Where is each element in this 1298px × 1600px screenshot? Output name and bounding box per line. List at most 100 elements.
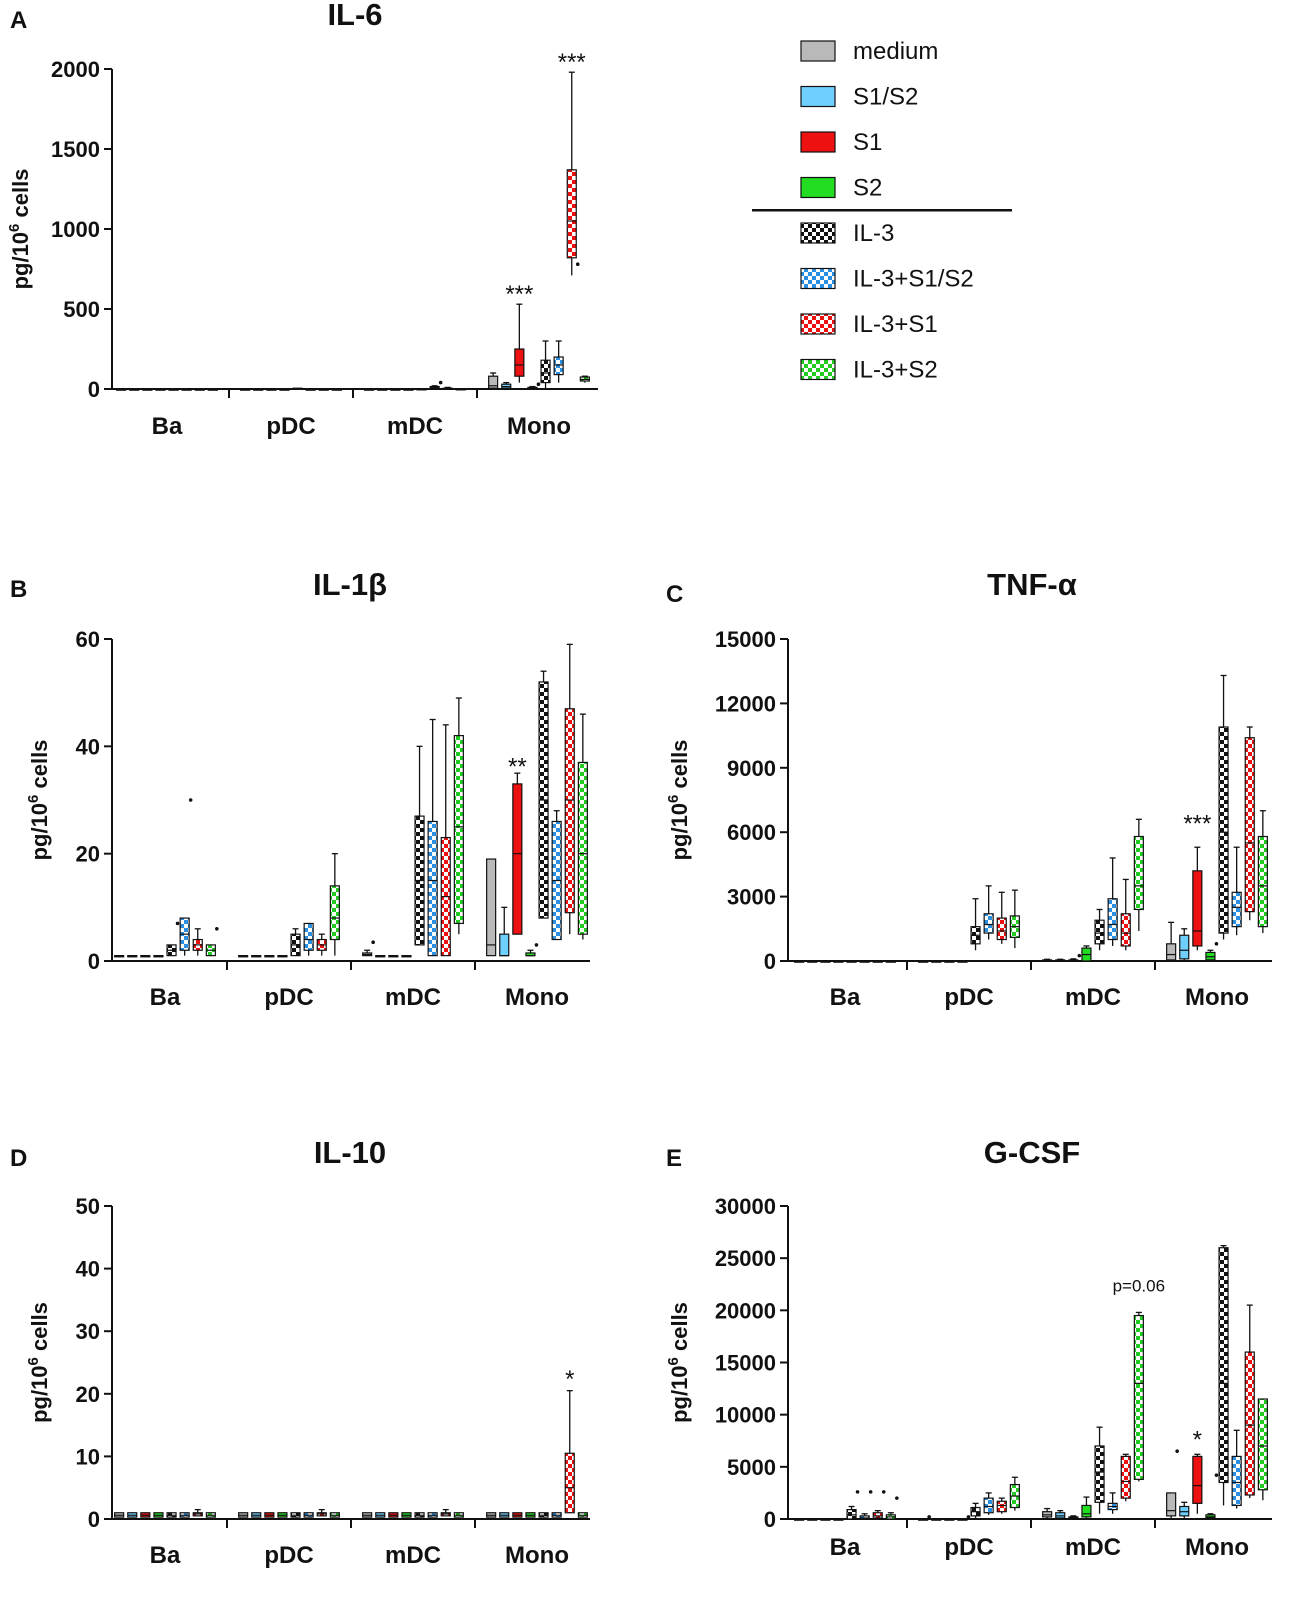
box-ba-il-3-plus-s1: [872, 1510, 883, 1519]
box-pdc-s1-s2: [251, 955, 262, 958]
y-tick-label: 0: [88, 377, 100, 402]
box-pdc-medium: [918, 1518, 929, 1521]
box-ba-medium: [116, 388, 127, 391]
box-ba-s1: [140, 1512, 151, 1518]
box-body: [1257, 1398, 1268, 1491]
y-tick-label: 0: [88, 949, 100, 974]
box-ba-il-3-plus-s1-s2: [181, 388, 192, 391]
y-tick-label: 10: [76, 1444, 100, 1469]
box-body: [996, 917, 1007, 941]
box-mono-il-3-plus-s2: [1257, 1398, 1268, 1501]
y-tick-label: 2000: [51, 57, 100, 82]
box-pdc-medium: [238, 1512, 249, 1518]
box-mono-il-3-plus-s1-s2: [1231, 846, 1242, 936]
outlier-point: [895, 1496, 899, 1500]
legend-swatch-il-3: [800, 222, 836, 244]
x-tick-label-mdc: mDC: [1065, 1534, 1121, 1561]
box-pdc-s1: [944, 1518, 955, 1521]
y-tick-label: 20: [76, 842, 100, 867]
box-mdc-medium: [362, 949, 373, 957]
box-pdc-s1-s2: [931, 1518, 942, 1521]
box-body: [1120, 913, 1131, 947]
y-axis-label: pg/106 cells: [25, 1302, 52, 1423]
box-pdc-s1-s2: [251, 1512, 262, 1518]
box-mdc-il-3: [414, 745, 425, 946]
box-mdc-il-3-plus-s1-s2: [427, 1512, 438, 1518]
box-pdc-s1: [264, 955, 275, 958]
legend-label-il-3: IL-3: [853, 220, 894, 247]
box-mono-il-3-plus-s1: [564, 1390, 575, 1514]
legend-item-s1: S1: [800, 129, 882, 156]
box-ba-il-3: [846, 960, 857, 963]
box-body: [540, 359, 551, 384]
y-tick-label: 500: [63, 297, 100, 322]
outlier-point: [927, 1515, 931, 1519]
box-mono-il-3-plus-s1-s2: [551, 1512, 562, 1518]
box-pdc-s2: [957, 960, 968, 963]
box-mono-s2: [527, 385, 538, 390]
box-pdc-il-3-plus-s1: [316, 933, 327, 956]
y-tick-label: 20: [76, 1382, 100, 1407]
outlier-point: [438, 380, 443, 385]
outlier-point: [215, 927, 219, 931]
box-ba-s1-s2: [129, 388, 140, 391]
box-ba-il-3-plus-s1-s2: [179, 917, 190, 956]
panel-il10: D IL-10 pg/106 cells 0 10 20 30 40 50 Ba pDC mDC Mon…: [10, 1135, 590, 1569]
box-ba-il-3-plus-s2: [885, 1512, 896, 1520]
box-body: [1120, 1455, 1131, 1499]
outlier-point: [855, 1490, 860, 1494]
legend-swatch-medium: [800, 40, 836, 62]
box-pdc-il-3: [292, 387, 303, 391]
box-mdc-il-3-plus-s1: [442, 386, 453, 391]
significance-annotation: ***: [1183, 810, 1211, 837]
box-mono-s1: [514, 303, 525, 383]
box-body: [453, 734, 464, 925]
chart-title: G-CSF: [984, 1135, 1080, 1170]
y-tick-label: 3000: [727, 885, 776, 910]
box-ba-il-3-plus-s1: [192, 1508, 203, 1517]
box-body: [553, 356, 564, 376]
box-pdc-il-3-plus-s1: [996, 891, 1007, 944]
box-body: [1166, 1492, 1177, 1517]
significance-annotation: **: [508, 753, 527, 780]
box-mdc-s1-s2: [377, 388, 388, 391]
legend-item-medium: medium: [800, 38, 938, 65]
box-body: [1231, 891, 1242, 928]
y-tick-label: 25000: [715, 1246, 776, 1271]
box-mono-il-3-plus-s1: [566, 71, 577, 276]
box-ba-il-3: [846, 1505, 857, 1520]
box-ba-il-3: [168, 388, 179, 391]
box-mdc-s1: [388, 955, 399, 958]
box-pdc-il-3-plus-s2: [1009, 1476, 1020, 1511]
box-pdc-il-3: [290, 1512, 301, 1518]
box-mono-s1: [512, 772, 523, 935]
box-ba-il-3: [166, 1512, 177, 1518]
box-body: [996, 1500, 1007, 1513]
outlier-point: [188, 798, 193, 802]
box-ba-medium: [114, 1512, 125, 1518]
x-tick-label-pdc: pDC: [944, 1534, 993, 1561]
box-body: [1107, 898, 1118, 941]
x-tick-label-mono: Mono: [505, 984, 569, 1011]
box-body: [1192, 870, 1203, 947]
legend-swatch-s1-s2: [800, 85, 836, 108]
x-tick-label-mono: Mono: [1185, 1534, 1249, 1561]
x-tick-label-mono: Mono: [505, 1542, 569, 1569]
panel-gcsf: E G-CSF pg/106 cells 0 5000 10000 15000 20000 25…: [665, 1135, 1272, 1561]
y-axis-label: pg/106 cells: [25, 740, 52, 861]
box-ba-il-3-plus-s2: [205, 1512, 216, 1518]
box-body: [577, 761, 588, 935]
box-mdc-il-3: [416, 388, 427, 391]
box-pdc-il-3-plus-s2: [329, 1512, 340, 1518]
y-tick-label: 20000: [715, 1298, 776, 1323]
y-tick-label: 30000: [715, 1194, 776, 1219]
box-ba-s1-s2: [807, 960, 818, 963]
box-body: [1257, 835, 1268, 928]
box-ba-medium: [114, 955, 125, 958]
box-mdc-medium: [362, 1512, 373, 1518]
outlier-point: [175, 921, 180, 926]
box-mono-s1-s2: [499, 906, 510, 957]
box-pdc-s1: [264, 1512, 275, 1518]
significance-annotation: *: [565, 1366, 574, 1393]
box-body: [303, 922, 314, 951]
